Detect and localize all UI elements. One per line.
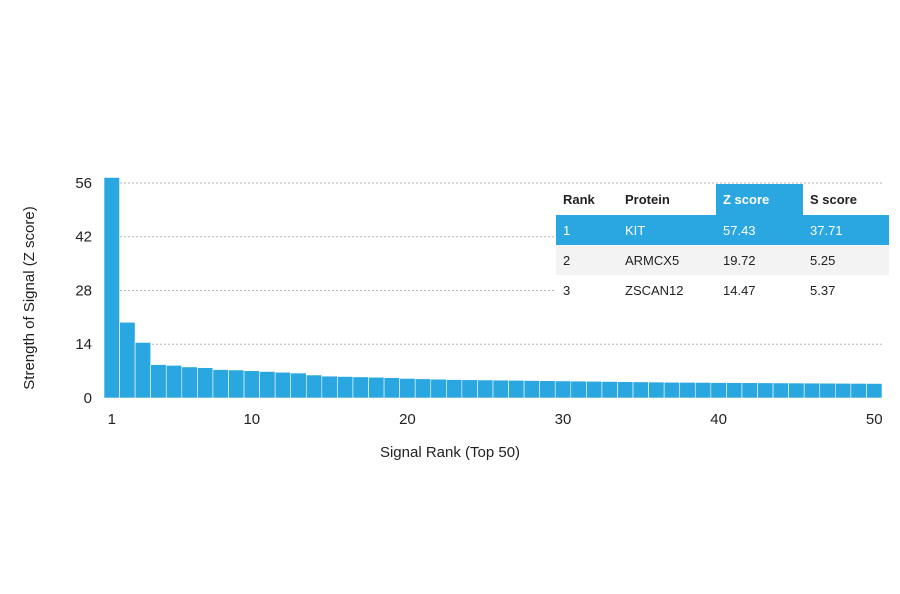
bar-rank-9 — [228, 369, 245, 399]
cell-z-score: 57.43 — [716, 215, 803, 245]
bar-rank-42 — [741, 382, 758, 399]
bar-rank-4 — [150, 364, 167, 399]
cell-s-score: 5.37 — [810, 282, 836, 298]
x-tick-label: 1 — [108, 411, 116, 428]
header-z-score: Z score — [716, 184, 803, 215]
cell-rank: 2 — [556, 245, 618, 275]
bar-rank-37 — [663, 381, 681, 399]
bar-rank-22 — [430, 378, 447, 399]
bar-rank-34 — [617, 381, 634, 399]
bar-rank-11 — [259, 371, 276, 399]
bar-rank-44 — [772, 382, 789, 399]
cell-rank: 3 — [563, 282, 571, 298]
bar-rank-13 — [290, 372, 307, 399]
bar-rank-15 — [321, 375, 338, 399]
x-axis-title: Signal Rank (Top 50) — [380, 444, 520, 461]
bar-rank-41 — [726, 382, 743, 399]
bar-rank-21 — [414, 378, 432, 399]
bar-rank-2 — [119, 321, 136, 399]
x-tick-label: 10 — [243, 411, 260, 428]
y-axis-title: Strength of Signal (Z score) — [21, 206, 38, 389]
table-row: 1 KIT 57.43 37.71 — [556, 215, 889, 245]
x-axis-ticks: 1 10 20 30 40 50 — [108, 411, 883, 428]
bar-rank-1 — [103, 177, 120, 399]
bar-rank-6 — [181, 366, 198, 399]
bar-rank-28 — [523, 380, 540, 399]
bar-rank-49 — [850, 383, 867, 399]
bar-rank-26 — [492, 379, 509, 399]
bar-rank-24 — [461, 379, 478, 399]
bar-rank-29 — [539, 380, 556, 399]
bar-rank-50 — [866, 383, 883, 399]
bar-rank-27 — [508, 380, 525, 399]
bar-rank-19 — [383, 377, 400, 399]
bar-rank-18 — [368, 376, 385, 399]
cell-z-score: 19.72 — [716, 245, 803, 275]
header-protein: Protein — [625, 192, 670, 207]
cell-protein: ZSCAN12 — [625, 282, 684, 298]
y-axis-ticks: 0 14 28 42 56 — [75, 175, 92, 407]
bar-rank-39 — [694, 382, 712, 399]
bar-rank-20 — [399, 378, 416, 399]
bar-rank-47 — [819, 382, 836, 399]
bar-rank-7 — [197, 367, 214, 399]
bar-rank-32 — [586, 380, 603, 399]
table-header-row: Rank Protein Z score S score — [556, 184, 889, 215]
cell-s-score: 5.25 — [803, 245, 889, 275]
bar-rank-46 — [803, 382, 821, 399]
bar-rank-12 — [274, 371, 292, 399]
bar-rank-43 — [757, 382, 774, 399]
bar-rank-33 — [601, 381, 618, 399]
bar-rank-25 — [477, 379, 494, 399]
bar-rank-30 — [554, 380, 572, 399]
bar-rank-38 — [679, 382, 696, 399]
bar-rank-3 — [134, 342, 151, 399]
bar-rank-8 — [212, 369, 229, 399]
x-tick-label: 40 — [710, 411, 727, 428]
bar-rank-16 — [337, 376, 354, 399]
bar-rank-31 — [570, 380, 587, 399]
cell-protein: ARMCX5 — [618, 245, 716, 275]
x-tick-label: 30 — [555, 411, 572, 428]
cell-s-score: 37.71 — [803, 215, 889, 245]
y-tick-label: 14 — [75, 336, 92, 353]
bar-rank-17 — [352, 376, 369, 399]
y-tick-label: 0 — [84, 390, 92, 407]
header-rank: Rank — [563, 192, 595, 207]
x-tick-label: 20 — [399, 411, 416, 428]
bar-rank-14 — [305, 374, 323, 399]
y-tick-label: 56 — [75, 175, 92, 192]
cell-z-score: 14.47 — [723, 282, 756, 298]
bar-rank-35 — [632, 381, 649, 399]
x-tick-label: 50 — [866, 411, 883, 428]
bar-rank-40 — [710, 382, 727, 399]
y-tick-label: 28 — [75, 282, 92, 299]
bar-rank-10 — [243, 370, 260, 399]
header-s-score: S score — [810, 192, 857, 207]
table-row: 2 ARMCX5 19.72 5.25 — [556, 245, 889, 275]
bar-series — [103, 177, 883, 399]
top-signals-table: Rank Protein Z score S score 1 KIT 57.43… — [556, 184, 889, 305]
bar-rank-45 — [788, 382, 805, 399]
cell-protein: KIT — [618, 215, 716, 245]
bar-rank-36 — [648, 381, 665, 399]
bar-rank-23 — [446, 379, 463, 399]
cell-rank: 1 — [556, 215, 618, 245]
table-row: 3 ZSCAN12 14.47 5.37 — [556, 275, 889, 305]
bar-rank-48 — [835, 383, 852, 399]
bar-rank-5 — [165, 365, 183, 399]
y-tick-label: 42 — [75, 229, 92, 246]
